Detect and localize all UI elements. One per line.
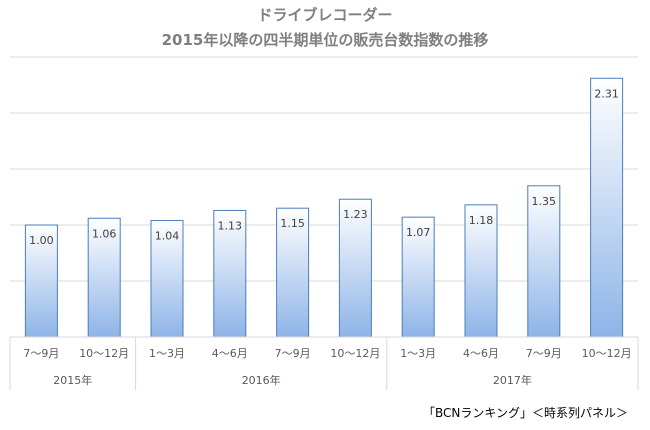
- data-label: 1.04: [155, 230, 180, 243]
- x-tick-label: 1～3月: [400, 347, 436, 360]
- x-group-label: 2016年: [242, 373, 281, 387]
- data-label: 1.23: [343, 208, 368, 221]
- bar: [213, 209, 247, 338]
- bar: [527, 185, 561, 338]
- bar: [24, 224, 58, 338]
- bars: 1.00 1.06 1.04 1.13 1.15 1.23 1.07 1.18 1.35 2.31: [24, 77, 624, 338]
- bar: [338, 198, 372, 338]
- data-label: 1.07: [406, 226, 431, 239]
- x-group-label: 2015年: [53, 373, 92, 387]
- x-tick-label: 7～9月: [526, 347, 562, 360]
- data-label: 1.35: [532, 195, 557, 208]
- x-tick-label: 7～9月: [275, 347, 311, 360]
- chart-title: ドライブレコーダー: [257, 6, 392, 24]
- bar: [590, 77, 624, 338]
- data-label: 1.18: [469, 214, 494, 227]
- data-label: 2.31: [594, 87, 619, 100]
- x-tick-label: 4～6月: [212, 347, 248, 360]
- x-group-label: 2017年: [493, 373, 532, 387]
- data-label: 1.06: [92, 227, 117, 240]
- x-axis: 7～9月 10～12月 1～3月 4～6月 7～9月 10～12月 1～3月 4～6月 7～9月…: [9, 336, 639, 390]
- chart-subtitle: 2015年以降の四半期単位の販売台数指数の推移: [162, 31, 489, 49]
- data-label: 1.15: [280, 217, 305, 230]
- x-tick-label: 10～12月: [79, 347, 129, 360]
- bar: [401, 216, 435, 338]
- data-label: 1.00: [29, 234, 54, 247]
- x-tick-label: 7～9月: [23, 347, 59, 360]
- bar: [150, 220, 184, 338]
- x-tick-label: 10～12月: [330, 347, 380, 360]
- bar: [276, 207, 310, 338]
- x-tick-label: 10～12月: [582, 347, 632, 360]
- x-tick-label: 4～6月: [463, 347, 499, 360]
- bar: [464, 204, 498, 338]
- data-label: 1.13: [218, 219, 243, 232]
- x-tick-label: 1～3月: [149, 347, 185, 360]
- source-note: 「BCNランキング」＜時系列パネル＞: [422, 406, 628, 420]
